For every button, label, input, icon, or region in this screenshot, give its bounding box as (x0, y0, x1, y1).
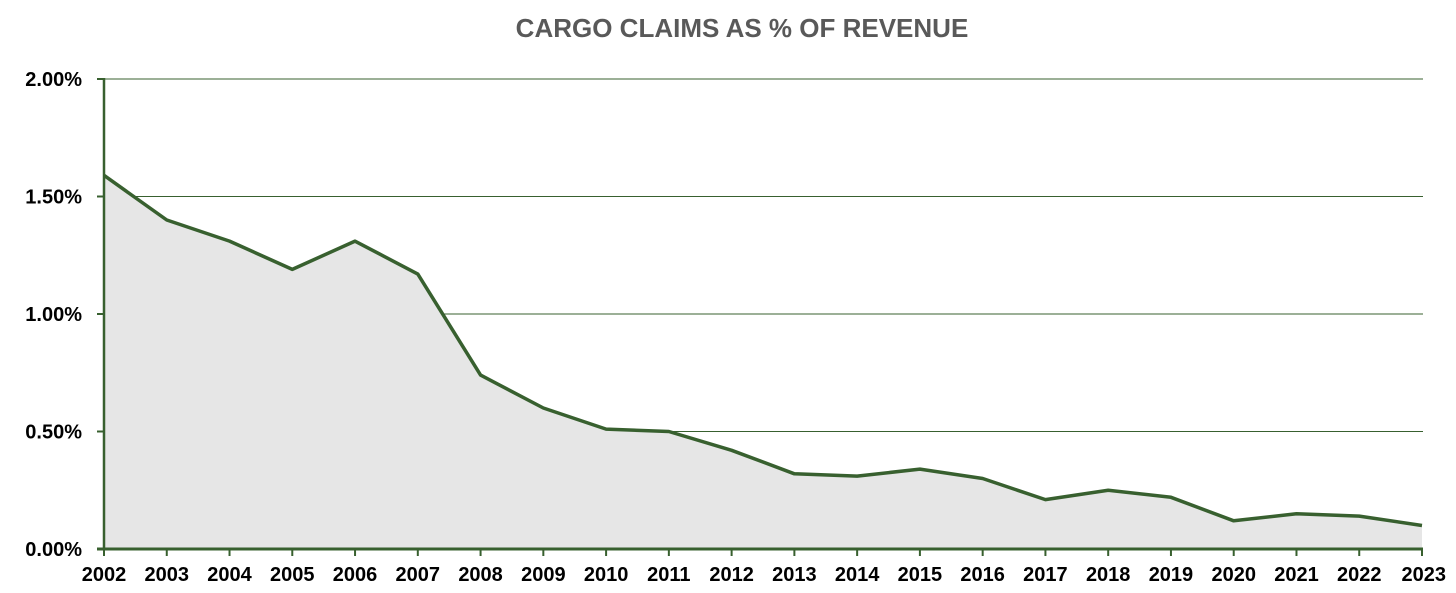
x-tick-label: 2009 (521, 564, 566, 586)
x-tick-label: 2019 (1149, 564, 1194, 586)
axes (97, 78, 1423, 551)
x-tick-marks (103, 549, 1423, 556)
x-tick-label: 2010 (584, 564, 629, 586)
x-tick-label: 2003 (145, 564, 190, 586)
x-tick-label: 2016 (960, 564, 1005, 586)
x-tick-label: 2013 (772, 564, 817, 586)
y-tick-labels: 0.00% 0.50% 1.00% 1.50% 2.00% (25, 69, 82, 561)
x-tick-label: 2017 (1023, 564, 1068, 586)
x-tick-label: 2023 (1402, 564, 1447, 586)
series-line (102, 173, 1423, 528)
x-tick-label: 2012 (709, 564, 754, 586)
x-tick-label: 2015 (898, 564, 943, 586)
y-tick-label: 1.50% (25, 187, 82, 209)
area-fill (104, 175, 1422, 549)
x-tick-label: 2011 (647, 564, 690, 586)
x-tick-label: 2018 (1086, 564, 1131, 586)
x-tick-label: 2005 (270, 564, 315, 586)
x-tick-label: 2020 (1211, 564, 1256, 586)
x-tick-label: 2021 (1274, 564, 1319, 586)
x-tick-labels: 2002 2003 2004 2005 2006 2007 2008 2009 2010 2011… (82, 564, 1446, 586)
y-tick-label: 1.00% (25, 304, 82, 326)
y-tick-label: 2.00% (25, 69, 82, 91)
x-tick-label: 2006 (333, 564, 378, 586)
chart-title: CARGO CLAIMS AS % OF REVENUE (516, 13, 969, 43)
x-tick-label: 2022 (1337, 564, 1382, 586)
x-tick-label: 2008 (458, 564, 503, 586)
x-tick-label: 2014 (835, 564, 880, 586)
x-tick-label: 2004 (207, 564, 252, 586)
x-tick-label: 2007 (396, 564, 441, 586)
y-tick-label: 0.00% (25, 539, 82, 561)
x-tick-label: 2002 (82, 564, 127, 586)
y-tick-label: 0.50% (25, 422, 82, 444)
